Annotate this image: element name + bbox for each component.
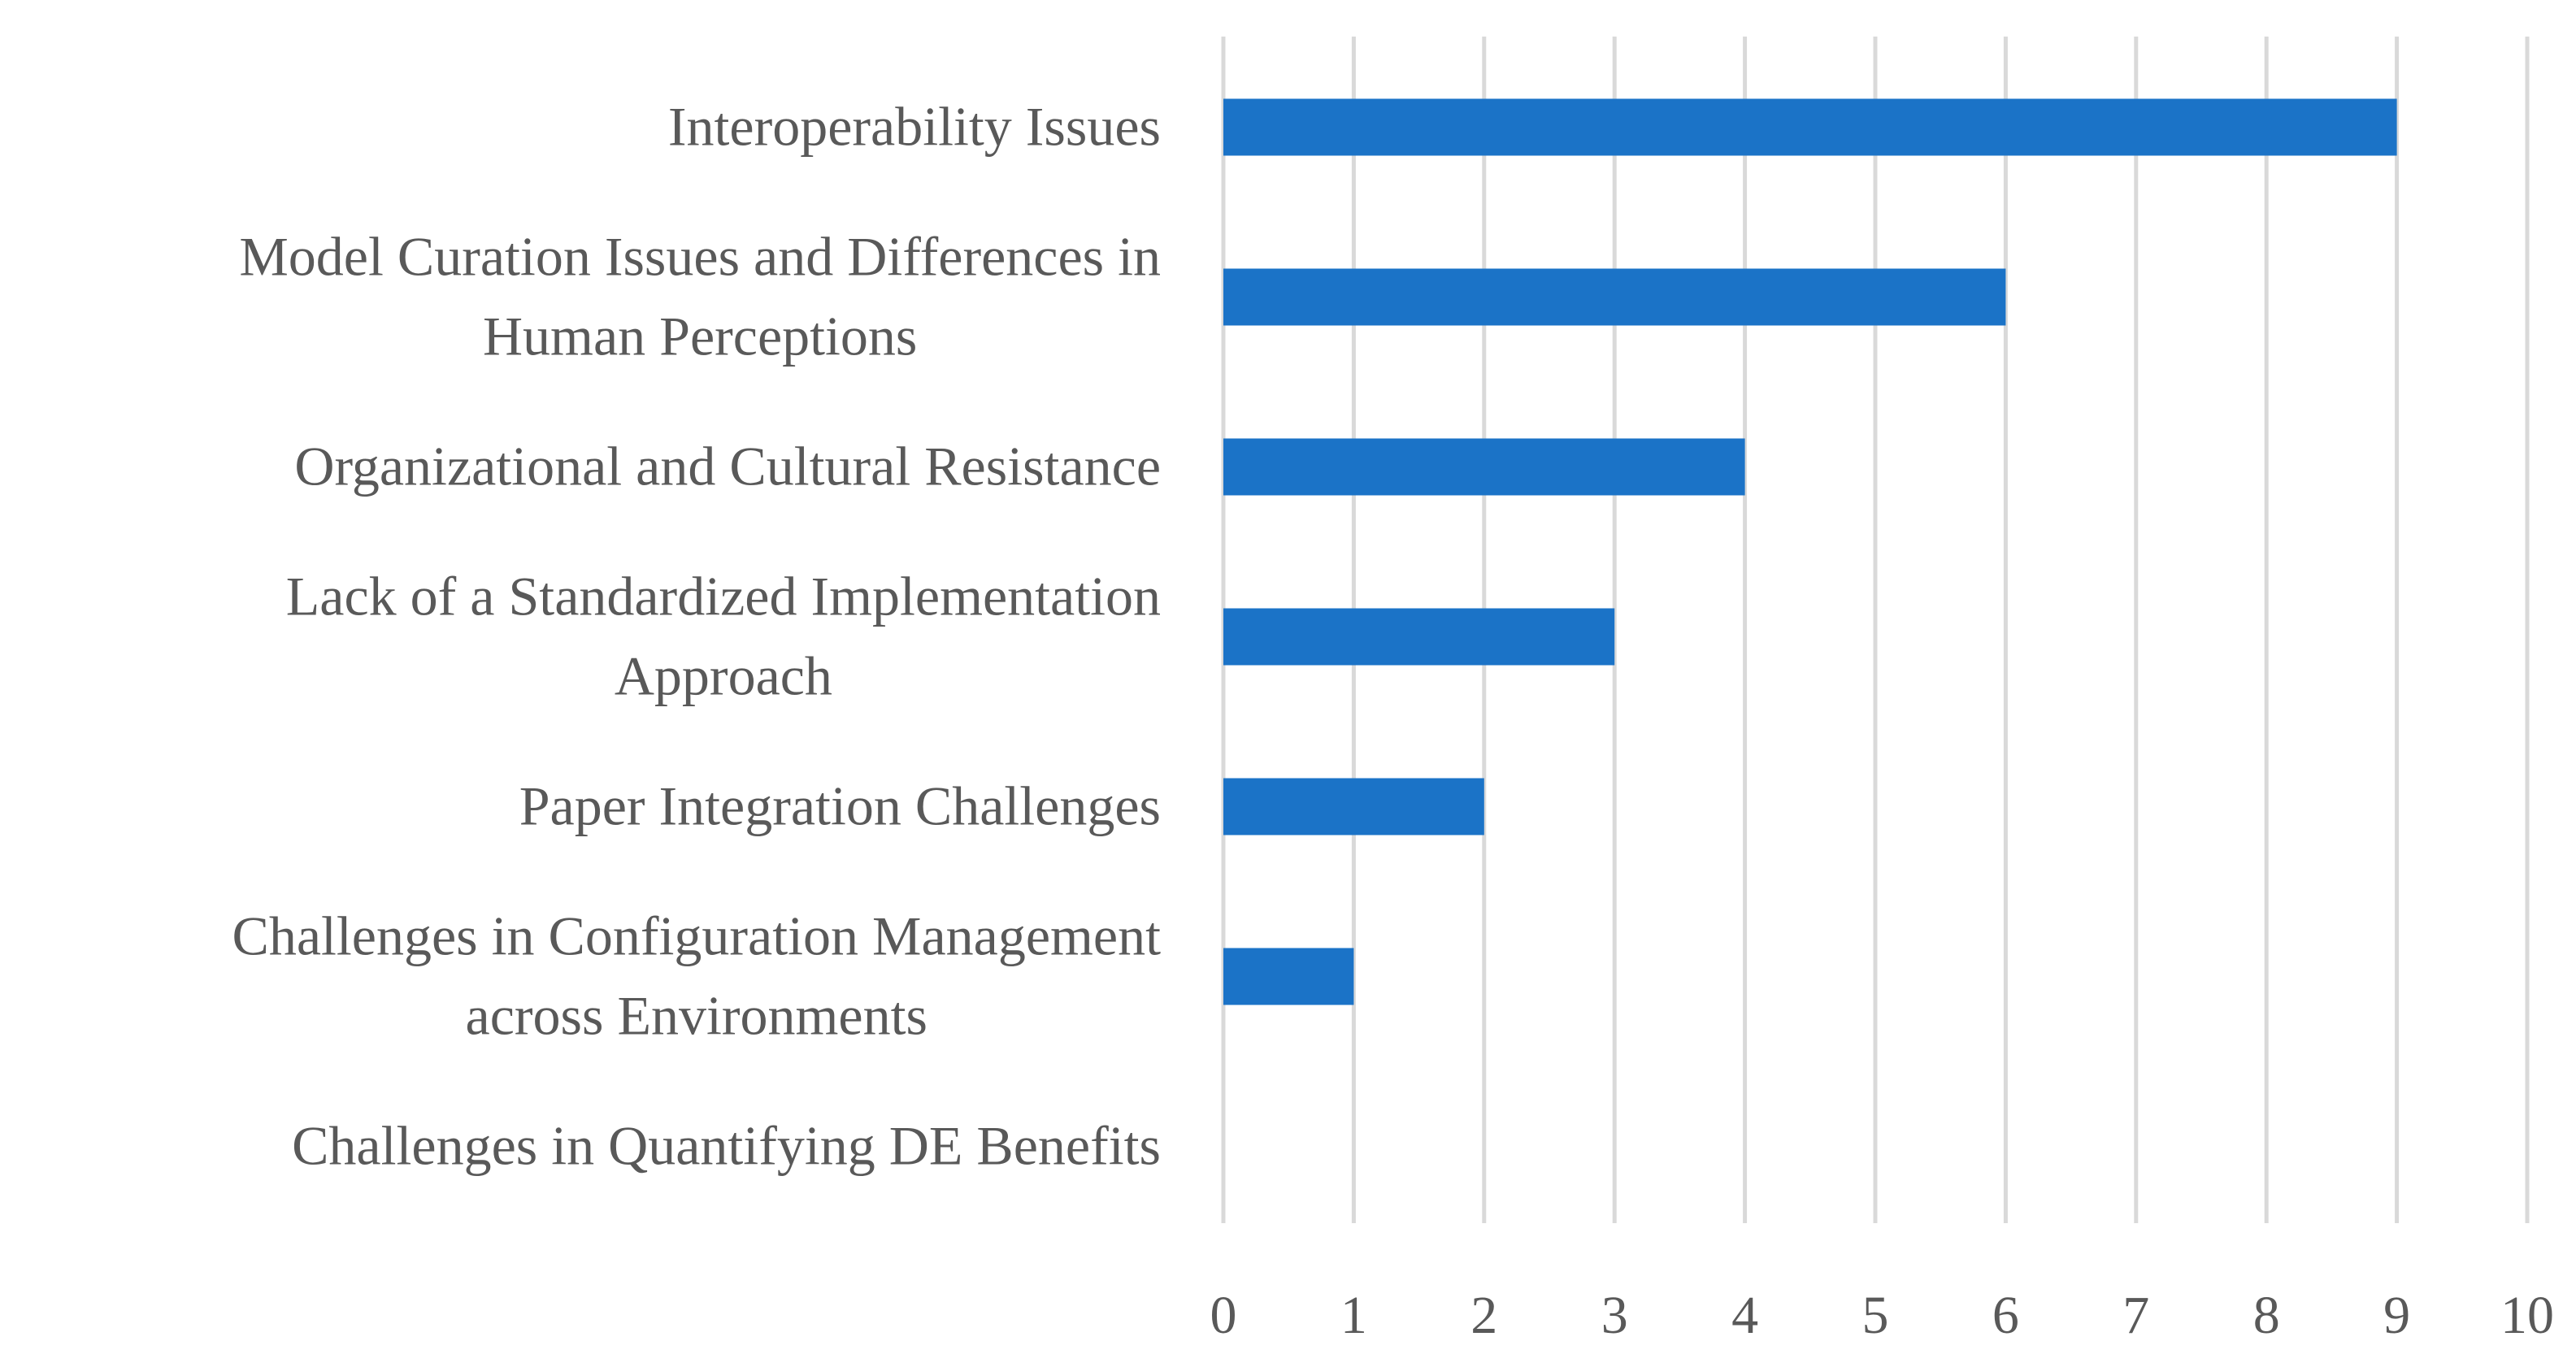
- x-tick-label: 6: [1992, 1286, 2019, 1345]
- category-label: Challenges in Configuration Management ac…: [232, 905, 1161, 1047]
- x-tick-label: 7: [2122, 1286, 2149, 1345]
- gridlines: [1221, 37, 2530, 1223]
- bar: [1223, 98, 2397, 156]
- bar: [1223, 268, 2006, 326]
- category-label: Interoperability Issues: [668, 96, 1161, 158]
- category-label: Model Curation Issues and Differences in…: [239, 226, 1161, 367]
- x-tick-label: 4: [1731, 1286, 1758, 1345]
- category-label: Organizational and Cultural Resistance: [294, 436, 1161, 497]
- x-axis-tick-labels: 0 1 2 3 4 5 6 7 8 9 10: [1210, 1286, 2555, 1345]
- bar: [1223, 948, 1354, 1005]
- category-label: Challenges in Quantifying DE Benefits: [292, 1115, 1161, 1177]
- category-labels: Interoperability Issues Model Curation Is…: [232, 96, 1161, 1177]
- bar: [1223, 438, 1745, 496]
- x-tick-label: 3: [1601, 1286, 1628, 1345]
- x-tick-label: 10: [2500, 1286, 2554, 1345]
- x-tick-label: 2: [1470, 1286, 1497, 1345]
- x-tick-label: 9: [2383, 1286, 2410, 1345]
- category-label: Paper Integration Challenges: [519, 775, 1161, 837]
- category-label: Lack of a Standardized Implementation App…: [286, 566, 1161, 707]
- x-tick-label: 0: [1210, 1286, 1237, 1345]
- bar: [1223, 608, 1615, 666]
- bars: [1223, 98, 2397, 1005]
- x-tick-label: 5: [1862, 1286, 1889, 1345]
- x-tick-label: 1: [1340, 1286, 1367, 1345]
- x-tick-label: 8: [2253, 1286, 2280, 1345]
- bar: [1223, 778, 1484, 835]
